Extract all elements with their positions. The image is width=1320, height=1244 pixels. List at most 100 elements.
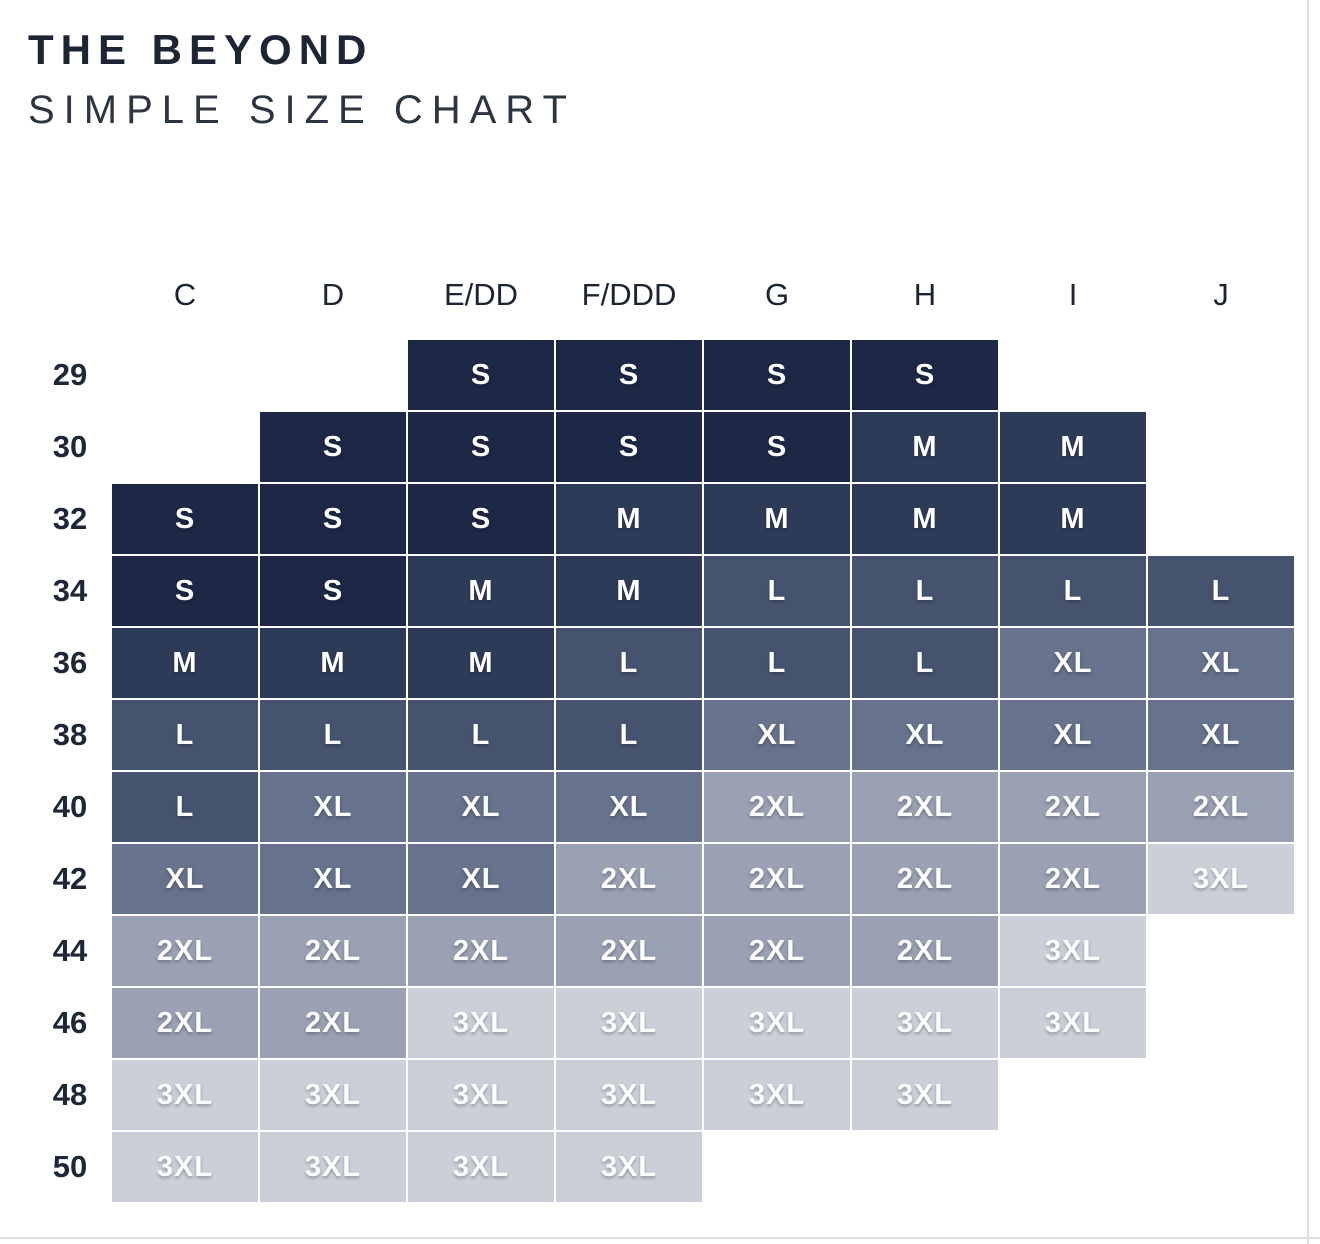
size-cell-38-D: L xyxy=(260,700,406,770)
column-header-C: C xyxy=(173,277,197,312)
column-header-G: G xyxy=(764,277,790,312)
grid-corner xyxy=(30,238,110,338)
chart-title: THE BEYOND xyxy=(28,26,374,73)
size-cell-42-J: 3XL xyxy=(1148,844,1294,914)
row-label-48: 48 xyxy=(52,1077,88,1112)
empty-cell-29-C xyxy=(112,340,258,410)
size-cell-44-C: 2XL xyxy=(112,916,258,986)
size-cell-38-H: XL xyxy=(852,700,998,770)
size-cell-34-H: L xyxy=(852,556,998,626)
size-cell-40-I: 2XL xyxy=(1000,772,1146,842)
empty-cell-30-C xyxy=(112,412,258,482)
size-cell-34-C: S xyxy=(112,556,258,626)
empty-cell-29-D xyxy=(260,340,406,410)
size-cell-46-C: 2XL xyxy=(112,988,258,1058)
empty-cell-46-J xyxy=(1148,988,1294,1058)
size-cell-38-C: L xyxy=(112,700,258,770)
size-cell-44-I: 3XL xyxy=(1000,916,1146,986)
row-label-29: 29 xyxy=(52,357,88,392)
row-label-50: 50 xyxy=(52,1149,88,1184)
size-cell-42-H: 2XL xyxy=(852,844,998,914)
column-header-I: I xyxy=(1068,277,1078,312)
size-cell-42-I: 2XL xyxy=(1000,844,1146,914)
column-header-J: J xyxy=(1213,277,1229,312)
size-cell-46-F-DDD: 3XL xyxy=(556,988,702,1058)
size-cell-36-J: XL xyxy=(1148,628,1294,698)
size-cell-30-E-DD: S xyxy=(408,412,554,482)
size-cell-44-H: 2XL xyxy=(852,916,998,986)
size-cell-30-F-DDD: S xyxy=(556,412,702,482)
size-cell-40-E-DD: XL xyxy=(408,772,554,842)
size-cell-36-E-DD: M xyxy=(408,628,554,698)
size-cell-42-C: XL xyxy=(112,844,258,914)
size-cell-48-H: 3XL xyxy=(852,1060,998,1130)
empty-cell-48-J xyxy=(1148,1060,1294,1130)
size-cell-34-J: L xyxy=(1148,556,1294,626)
size-cell-42-F-DDD: 2XL xyxy=(556,844,702,914)
size-cell-40-C: L xyxy=(112,772,258,842)
size-cell-30-G: S xyxy=(704,412,850,482)
size-cell-34-I: L xyxy=(1000,556,1146,626)
size-cell-40-H: 2XL xyxy=(852,772,998,842)
size-cell-42-E-DD: XL xyxy=(408,844,554,914)
row-label-42: 42 xyxy=(52,861,88,896)
size-cell-38-F-DDD: L xyxy=(556,700,702,770)
row-label-30: 30 xyxy=(52,429,88,464)
size-cell-34-D: S xyxy=(260,556,406,626)
size-cell-48-E-DD: 3XL xyxy=(408,1060,554,1130)
empty-cell-50-H xyxy=(852,1132,998,1202)
size-cell-34-G: L xyxy=(704,556,850,626)
empty-cell-29-I xyxy=(1000,340,1146,410)
size-cell-30-I: M xyxy=(1000,412,1146,482)
row-label-36: 36 xyxy=(52,645,88,680)
empty-cell-32-J xyxy=(1148,484,1294,554)
size-cell-30-H: M xyxy=(852,412,998,482)
size-cell-50-F-DDD: 3XL xyxy=(556,1132,702,1202)
page-bottom-edge-line xyxy=(0,1237,1320,1239)
size-cell-44-F-DDD: 2XL xyxy=(556,916,702,986)
column-header-E-DD: E/DD xyxy=(443,277,519,312)
row-label-44: 44 xyxy=(52,933,88,968)
empty-cell-50-I xyxy=(1000,1132,1146,1202)
size-cell-40-F-DDD: XL xyxy=(556,772,702,842)
size-cell-46-E-DD: 3XL xyxy=(408,988,554,1058)
column-header-H: H xyxy=(913,277,937,312)
column-header-F-DDD: F/DDD xyxy=(581,277,677,312)
size-cell-36-G: L xyxy=(704,628,850,698)
row-label-34: 34 xyxy=(52,573,88,608)
size-cell-44-E-DD: 2XL xyxy=(408,916,554,986)
size-cell-36-F-DDD: L xyxy=(556,628,702,698)
column-header-D: D xyxy=(321,277,345,312)
size-cell-32-G: M xyxy=(704,484,850,554)
size-cell-42-G: 2XL xyxy=(704,844,850,914)
size-cell-32-D: S xyxy=(260,484,406,554)
page-right-edge-line xyxy=(1307,0,1309,1244)
row-label-46: 46 xyxy=(52,1005,88,1040)
size-cell-38-J: XL xyxy=(1148,700,1294,770)
chart-header: THE BEYOND SIMPLE SIZE CHART xyxy=(28,26,576,133)
size-cell-48-F-DDD: 3XL xyxy=(556,1060,702,1130)
size-cell-30-D: S xyxy=(260,412,406,482)
size-cell-29-E-DD: S xyxy=(408,340,554,410)
size-cell-34-E-DD: M xyxy=(408,556,554,626)
size-cell-29-G: S xyxy=(704,340,850,410)
size-cell-48-C: 3XL xyxy=(112,1060,258,1130)
empty-cell-50-G xyxy=(704,1132,850,1202)
size-cell-32-I: M xyxy=(1000,484,1146,554)
size-cell-50-C: 3XL xyxy=(112,1132,258,1202)
size-cell-40-D: XL xyxy=(260,772,406,842)
size-cell-38-I: XL xyxy=(1000,700,1146,770)
size-cell-46-D: 2XL xyxy=(260,988,406,1058)
size-cell-36-D: M xyxy=(260,628,406,698)
empty-cell-30-J xyxy=(1148,412,1294,482)
size-cell-32-F-DDD: M xyxy=(556,484,702,554)
size-cell-36-H: L xyxy=(852,628,998,698)
size-cell-36-C: M xyxy=(112,628,258,698)
size-cell-48-D: 3XL xyxy=(260,1060,406,1130)
size-cell-48-G: 3XL xyxy=(704,1060,850,1130)
size-cell-46-G: 3XL xyxy=(704,988,850,1058)
empty-cell-48-I xyxy=(1000,1060,1146,1130)
size-cell-29-F-DDD: S xyxy=(556,340,702,410)
size-grid: C D E/DD F/DDD G H I J 29 S S S S 30 S S S S M M 32 S S S M M M M 34… xyxy=(30,238,1294,1202)
size-cell-29-H: S xyxy=(852,340,998,410)
